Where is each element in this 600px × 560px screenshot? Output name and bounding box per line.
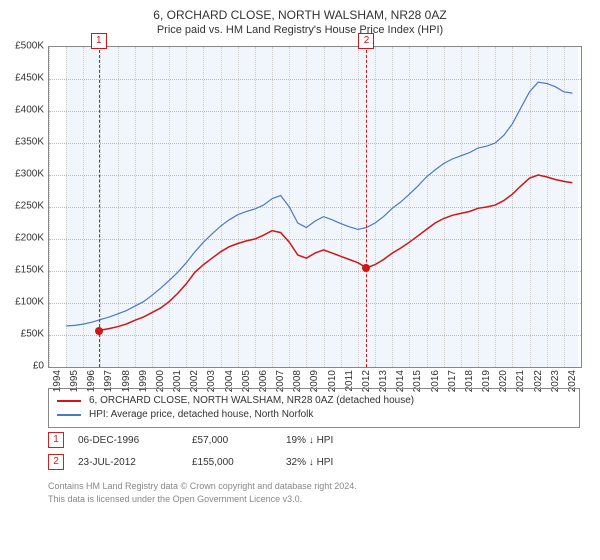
marker-line-1 (99, 35, 100, 367)
legend-label-1: HPI: Average price, detached house, Nort… (89, 408, 313, 422)
marker-line-2 (366, 35, 367, 367)
y-axis-label: £450K (15, 73, 44, 84)
y-axis-label: £300K (15, 169, 44, 180)
line-plot-svg (49, 47, 581, 367)
transaction-vs-hpi: 32% ↓ HPI (286, 457, 406, 468)
y-axis-label: £100K (15, 297, 44, 308)
legend: 6, ORCHARD CLOSE, NORTH WALSHAM, NR28 0A… (48, 388, 580, 428)
chart-title: 6, ORCHARD CLOSE, NORTH WALSHAM, NR28 0A… (0, 8, 600, 22)
transaction-index: 2 (48, 454, 64, 470)
transaction-price: £155,000 (192, 457, 272, 468)
marker-box-2: 2 (358, 33, 374, 49)
y-axis-label: £200K (15, 233, 44, 244)
marker-dot-1 (95, 327, 103, 335)
y-axis-label: £350K (15, 137, 44, 148)
y-axis-label: £250K (15, 201, 44, 212)
chart-plot-area: 12 (48, 46, 582, 368)
legend-label-0: 6, ORCHARD CLOSE, NORTH WALSHAM, NR28 0A… (89, 394, 414, 408)
y-axis-label: £50K (21, 329, 44, 340)
legend-swatch-0 (57, 400, 81, 402)
y-axis-label: £400K (15, 105, 44, 116)
transaction-vs-hpi: 19% ↓ HPI (286, 435, 406, 446)
transaction-date: 23-JUL-2012 (78, 457, 178, 468)
marker-dot-2 (362, 264, 370, 272)
y-axis-label: £150K (15, 265, 44, 276)
series-property (99, 175, 573, 331)
transaction-row: 2 23-JUL-2012 £155,000 32% ↓ HPI (48, 454, 580, 470)
y-axis-label: £0 (33, 361, 44, 372)
y-axis-label: £500K (15, 41, 44, 52)
transaction-index: 1 (48, 432, 64, 448)
transaction-row: 1 06-DEC-1996 £57,000 19% ↓ HPI (48, 432, 580, 448)
transactions-table: 1 06-DEC-1996 £57,000 19% ↓ HPI 2 23-JUL-2012… (48, 432, 580, 476)
transaction-price: £57,000 (192, 435, 272, 446)
footer-attribution: Contains HM Land Registry data © Crown c… (48, 480, 580, 506)
legend-swatch-1 (57, 414, 81, 416)
transaction-date: 06-DEC-1996 (78, 435, 178, 446)
marker-box-1: 1 (91, 33, 107, 49)
